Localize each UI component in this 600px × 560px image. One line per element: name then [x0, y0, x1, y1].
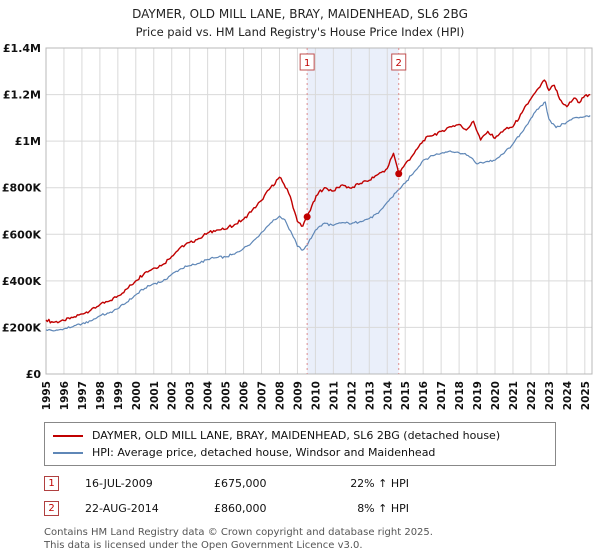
sale-2-date: 22-AUG-2014 [85, 502, 159, 515]
svg-text:2005: 2005 [221, 381, 233, 410]
svg-text:£0: £0 [26, 368, 42, 381]
price-paid-line-swatch [53, 434, 83, 437]
svg-text:2004: 2004 [203, 381, 215, 410]
svg-text:2008: 2008 [274, 381, 286, 410]
svg-text:1996: 1996 [59, 381, 71, 410]
legend-label-price-paid: DAYMER, OLD MILL LANE, BRAY, MAIDENHEAD,… [92, 429, 501, 442]
sale-2-number-badge: 2 [44, 501, 59, 516]
svg-text:2015: 2015 [400, 381, 412, 410]
svg-text:£400K: £400K [2, 275, 42, 288]
svg-text:2014: 2014 [382, 381, 394, 410]
svg-text:2009: 2009 [292, 381, 304, 410]
svg-text:2002: 2002 [167, 381, 179, 410]
sale-annotations: 1 16-JUL-2009 £675,000 22% ↑ HPI 2 22-AU… [44, 476, 600, 516]
sale-1-date: 16-JUL-2009 [85, 477, 153, 490]
svg-text:2022: 2022 [526, 381, 538, 410]
svg-text:1997: 1997 [77, 381, 89, 410]
sale-2-hpi-change: 8% ↑ HPI [357, 502, 409, 515]
footer: Contains HM Land Registry data © Crown c… [44, 526, 600, 552]
svg-text:£1.2M: £1.2M [3, 89, 41, 102]
svg-text:£600K: £600K [2, 228, 42, 241]
svg-text:2006: 2006 [239, 381, 251, 410]
svg-text:2: 2 [396, 58, 402, 69]
svg-text:2003: 2003 [185, 381, 197, 410]
svg-text:1999: 1999 [113, 381, 125, 410]
svg-text:£1.4M: £1.4M [3, 42, 41, 55]
svg-text:2016: 2016 [418, 381, 430, 410]
svg-text:2024: 2024 [562, 381, 574, 410]
svg-text:£200K: £200K [2, 321, 42, 334]
price-history-chart: 1 2 £0 £200K £400K £600K £800K £1M £1.2M £1.4M 199… [2, 42, 593, 410]
legend-item-price-paid: DAYMER, OLD MILL LANE, BRAY, MAIDENHEAD,… [53, 427, 547, 444]
svg-text:2007: 2007 [257, 381, 269, 410]
legend-label-hpi: HPI: Average price, detached house, Wind… [92, 446, 436, 459]
hpi-line-swatch [53, 451, 83, 454]
svg-text:2010: 2010 [310, 381, 322, 410]
svg-text:£1M: £1M [15, 135, 41, 148]
svg-text:2011: 2011 [328, 381, 340, 410]
svg-text:2013: 2013 [364, 381, 376, 410]
footer-line-2: This data is licensed under the Open Gov… [44, 540, 363, 551]
svg-text:2000: 2000 [131, 381, 143, 410]
svg-text:2021: 2021 [508, 381, 520, 410]
svg-text:2025: 2025 [580, 381, 592, 410]
sale-2-price: £860,000 [214, 502, 267, 515]
svg-text:1995: 1995 [41, 381, 53, 410]
sale-1-price: £675,000 [214, 477, 267, 490]
sale-annotation-2: 2 22-AUG-2014 £860,000 8% ↑ HPI [44, 501, 600, 516]
svg-text:£800K: £800K [2, 182, 42, 195]
footer-line-1: Contains HM Land Registry data © Crown c… [44, 527, 433, 538]
svg-text:2023: 2023 [544, 381, 556, 410]
chart-header: DAYMER, OLD MILL LANE, BRAY, MAIDENHEAD,… [0, 0, 600, 40]
sale-1-hpi-change: 22% ↑ HPI [350, 477, 409, 490]
svg-text:1998: 1998 [95, 381, 107, 410]
legend: DAYMER, OLD MILL LANE, BRAY, MAIDENHEAD,… [44, 422, 556, 466]
chart-subtitle: Price paid vs. HM Land Registry's House … [135, 25, 465, 39]
legend-item-hpi: HPI: Average price, detached house, Wind… [53, 444, 547, 461]
chart-title: DAYMER, OLD MILL LANE, BRAY, MAIDENHEAD,… [132, 7, 468, 21]
svg-text:2001: 2001 [149, 381, 161, 410]
svg-text:2020: 2020 [490, 381, 502, 410]
svg-text:2018: 2018 [454, 381, 466, 410]
svg-text:2017: 2017 [436, 381, 448, 410]
sale-annotation-1: 1 16-JUL-2009 £675,000 22% ↑ HPI [44, 476, 600, 491]
svg-text:1: 1 [304, 58, 310, 69]
svg-text:2019: 2019 [472, 381, 484, 410]
sale-1-number-badge: 1 [44, 476, 59, 491]
svg-text:2012: 2012 [346, 381, 358, 410]
